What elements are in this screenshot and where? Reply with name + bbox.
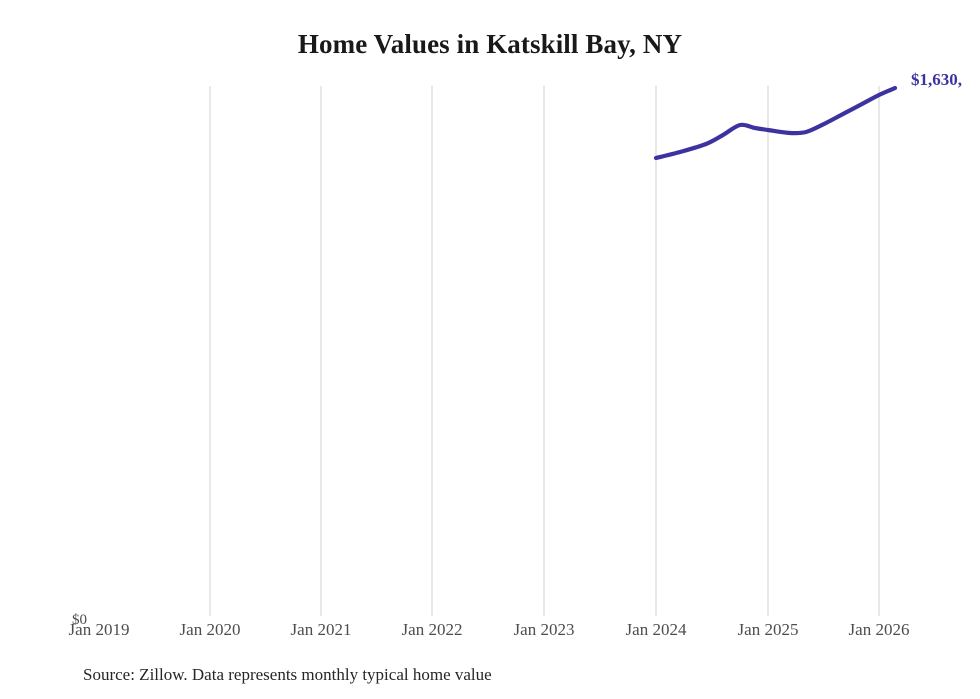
end-value-annotation: $1,630, <box>911 70 962 89</box>
x-tick-label-jan-2025: Jan 2025 <box>737 620 799 639</box>
source-footnote: Source: Zillow. Data represents monthly … <box>83 665 492 684</box>
x-tick-label-jan-2022: Jan 2022 <box>401 620 463 639</box>
x-tick-label-jan-2024: Jan 2024 <box>625 620 687 639</box>
x-tick-label-jan-2026: Jan 2026 <box>848 620 910 639</box>
chart-title: Home Values in Katskill Bay, NY <box>297 29 683 59</box>
line-series <box>653 85 898 161</box>
x-tick-label-jan-2019: Jan 2019 <box>68 620 130 639</box>
x-tick-label-jan-2023: Jan 2023 <box>513 620 575 639</box>
line-path-typical-home-value <box>653 85 898 161</box>
x-tick-label-jan-2021: Jan 2021 <box>290 620 352 639</box>
y-axis-tick-label-zero: $0 <box>72 612 87 628</box>
gridlines <box>209 86 880 616</box>
x-tick-label-jan-2020: Jan 2020 <box>179 620 241 639</box>
